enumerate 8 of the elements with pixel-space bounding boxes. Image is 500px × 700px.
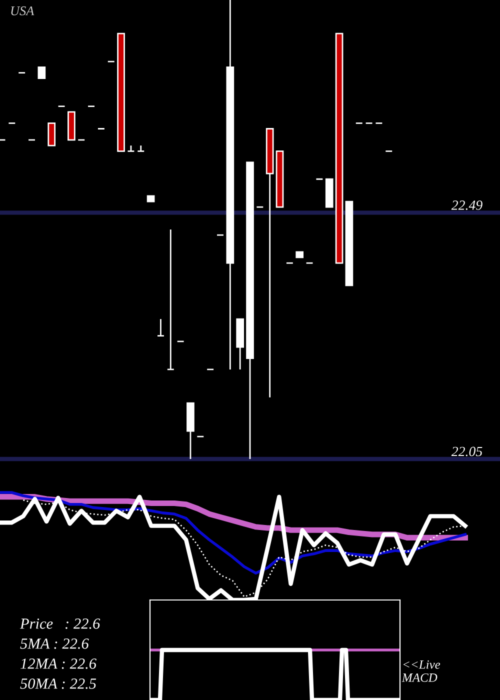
y-tick-label: 22.49 — [451, 200, 482, 210]
text: 5MA : 22.6 — [20, 638, 89, 649]
chart-title: USA — [11, 6, 34, 16]
text: 12MA : 22.6 — [20, 658, 96, 669]
y-tick-label: 22.05 — [451, 446, 482, 456]
text: <<Live MACD — [402, 660, 440, 682]
text: Price : 22.6 — [20, 618, 100, 629]
text: 50MA : 22.5 — [20, 678, 96, 689]
